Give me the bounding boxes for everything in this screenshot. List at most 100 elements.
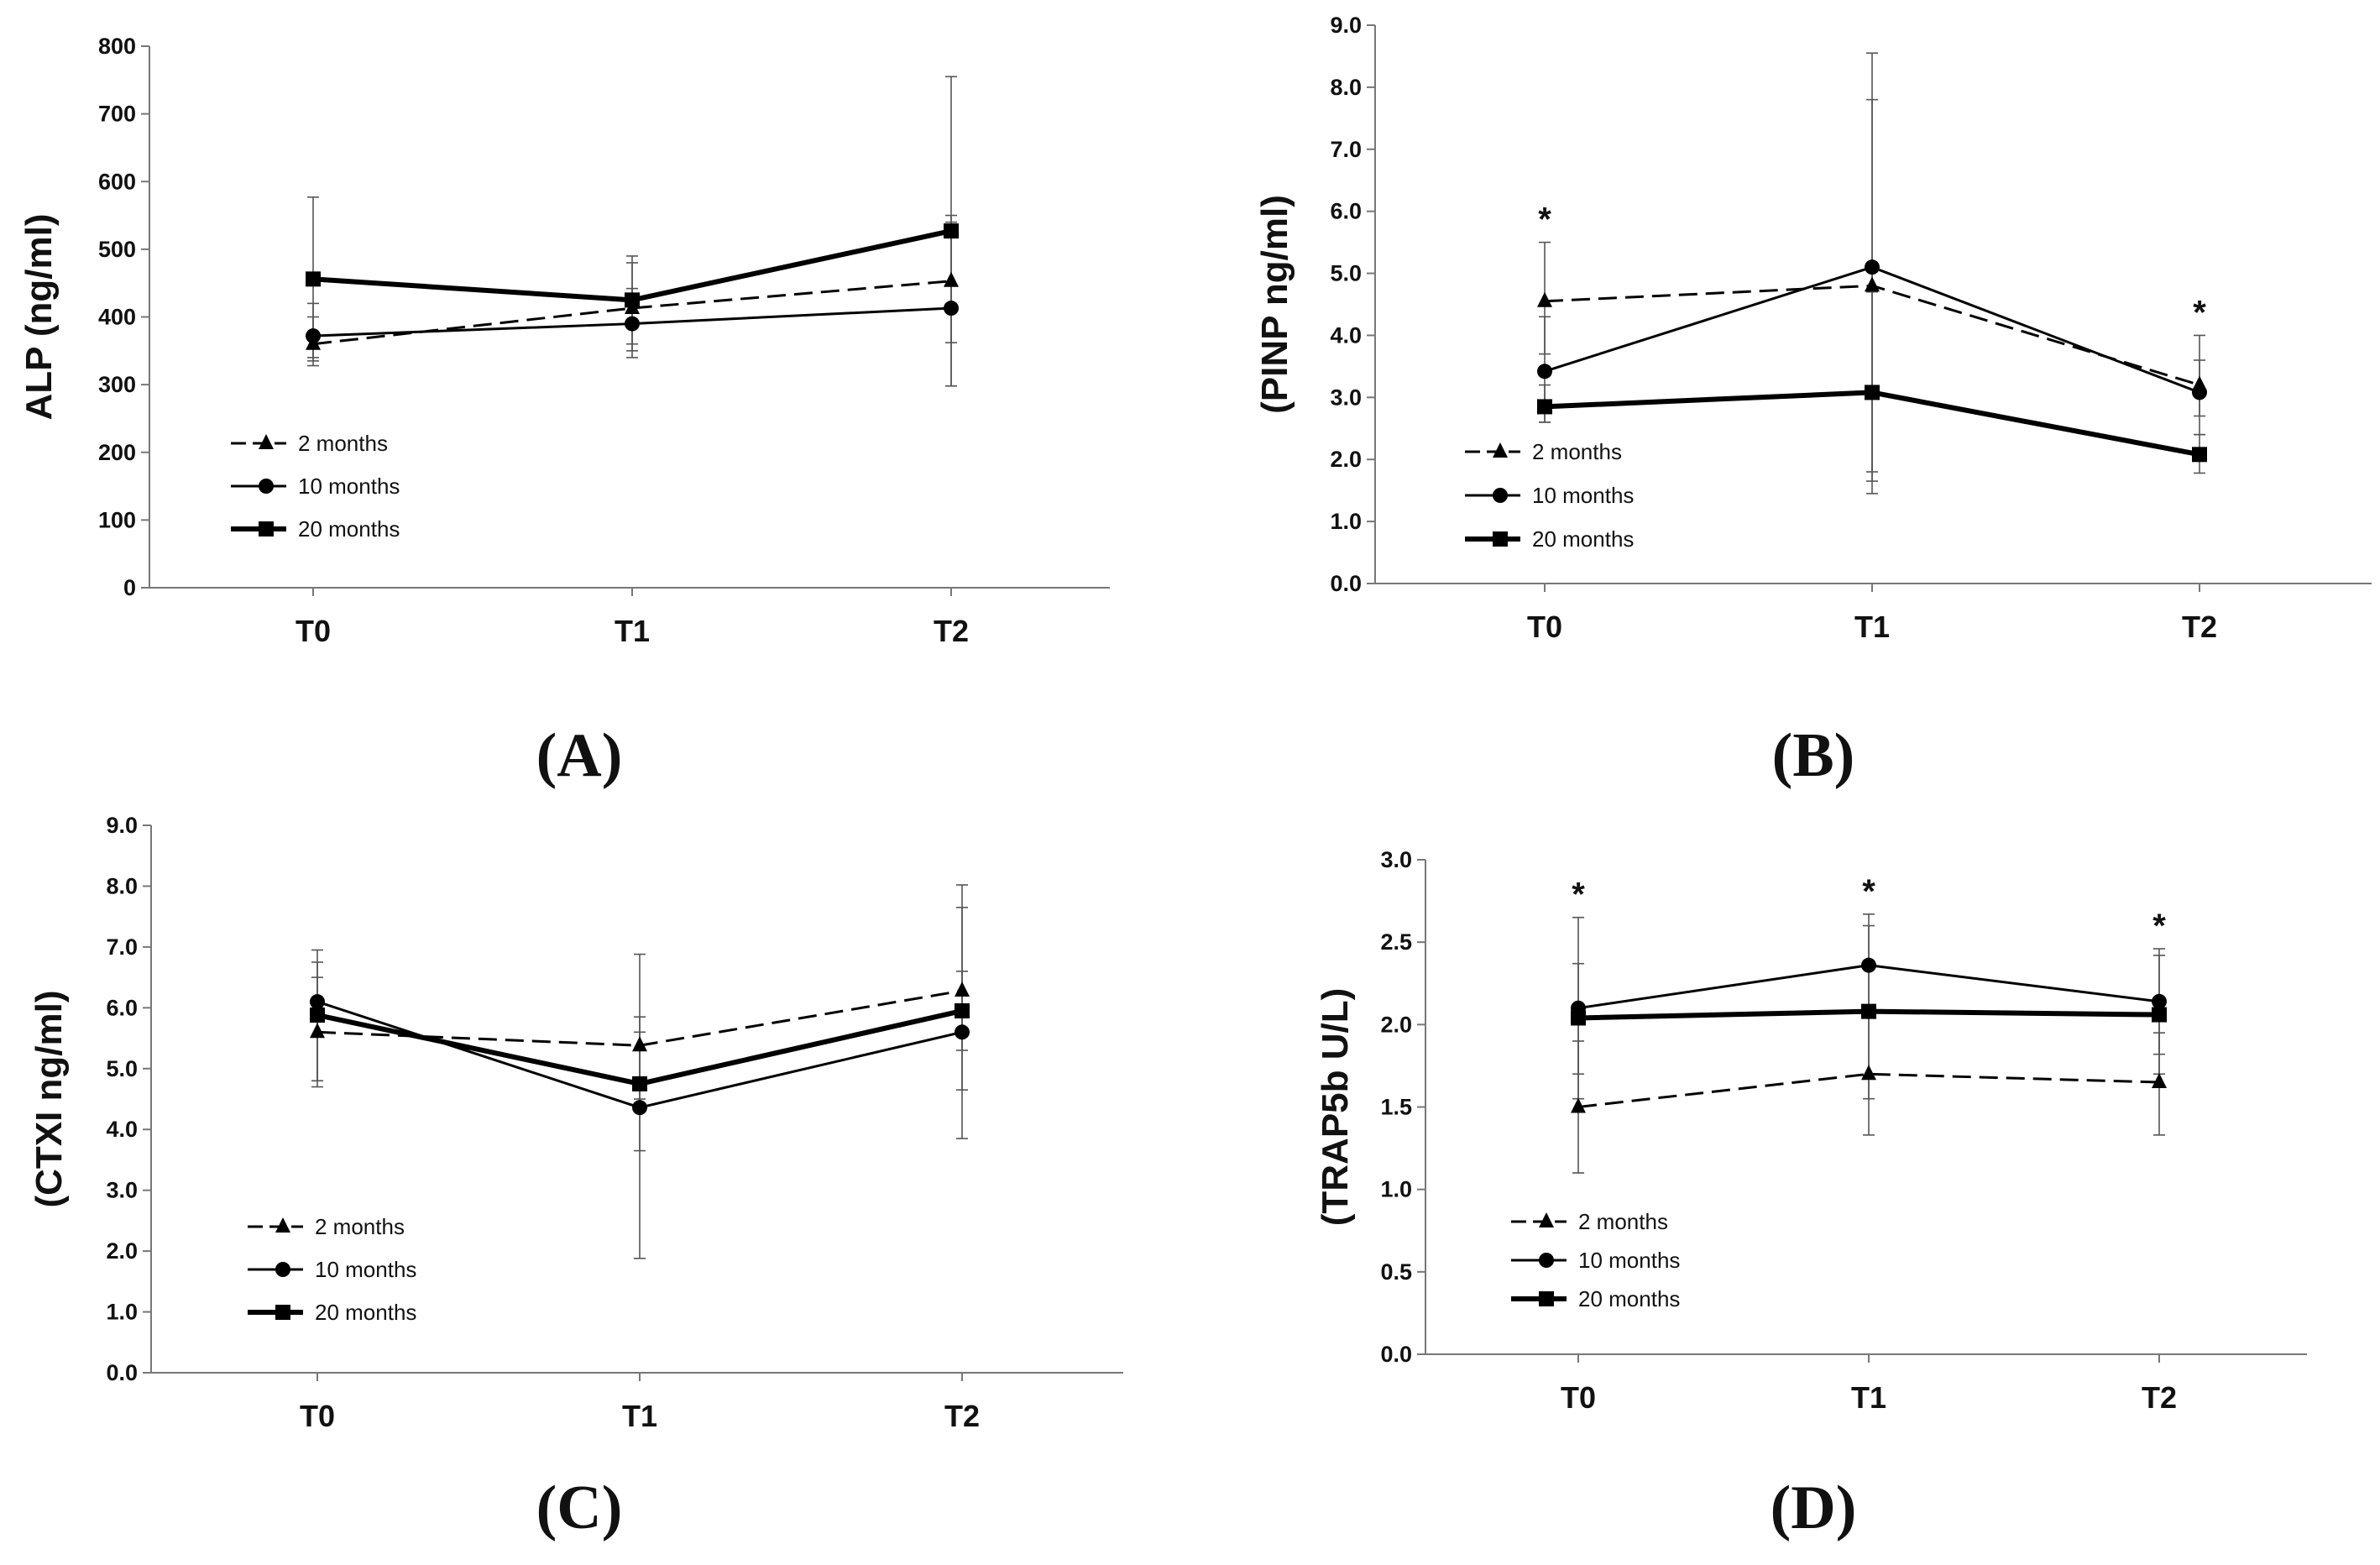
data-point-circle [955, 1024, 970, 1040]
y-tick-label: 500 [98, 237, 136, 262]
y-tick-label: 6.0 [1330, 199, 1362, 224]
significance-star: * [2193, 294, 2206, 331]
data-point-circle [2192, 385, 2207, 400]
y-tick-label: 4.0 [1330, 322, 1362, 348]
chart-panel-a: 0 100 200 300 400 500 600 700 800 T0 T1 T2 ALP (ng/m… [18, 34, 1110, 790]
y-tick-label: 2.0 [1380, 1012, 1412, 1037]
y-axis-title: (CTXI ng/ml) [29, 990, 70, 1207]
legend-marker-triangle [275, 1217, 290, 1233]
legend-marker-triangle [1539, 1212, 1554, 1227]
y-axis-title: (PINP ng/ml) [1254, 195, 1295, 414]
data-point-circle [2152, 993, 2167, 1009]
legend-label: 20 months [1532, 526, 1634, 552]
data-point-square [955, 1002, 970, 1018]
legend-label: 2 months [1532, 439, 1622, 464]
significance-star: * [1862, 873, 1875, 910]
data-point-triangle [310, 1023, 325, 1039]
y-tick-label: 7.0 [1330, 137, 1362, 162]
data-point-square [625, 292, 640, 308]
y-tick-label: 200 [98, 440, 136, 465]
data-point-square [2152, 1007, 2167, 1023]
data-point-circle [310, 994, 325, 1010]
y-tick-label: 9.0 [1330, 13, 1362, 38]
y-tick-label: 7.0 [106, 934, 138, 960]
y-tick-label: 6.0 [106, 995, 138, 1020]
legend-marker-triangle [1493, 442, 1508, 458]
y-axis-title: ALP (ng/ml) [18, 213, 60, 420]
data-point-square [944, 223, 959, 239]
x-tick-label: T2 [2182, 610, 2217, 644]
data-point-square [1861, 1003, 1876, 1019]
legend-marker-circle [1539, 1253, 1554, 1268]
y-tick-label: 600 [98, 169, 136, 194]
data-point-square [2192, 447, 2207, 463]
x-tick-label: T0 [1527, 610, 1562, 644]
y-tick-label: 3.0 [106, 1178, 138, 1203]
y-tick-label: 3.0 [1330, 385, 1362, 410]
y-tick-label: 1.5 [1380, 1095, 1412, 1120]
legend-marker-square [275, 1305, 290, 1320]
x-tick-label: T2 [2142, 1380, 2177, 1415]
x-tick-label: T1 [1854, 610, 1890, 644]
data-point-circle [632, 1100, 647, 1116]
panel-label: (A) [536, 721, 623, 790]
y-tick-label: 0.5 [1380, 1259, 1412, 1285]
legend-label: 2 months [1578, 1209, 1668, 1234]
legend-label: 20 months [1578, 1286, 1680, 1311]
data-point-circle [1861, 957, 1876, 973]
legend-marker-square [259, 521, 274, 536]
panel-label: (B) [1772, 721, 1855, 790]
legend-label: 2 months [315, 1214, 405, 1239]
data-point-triangle [955, 981, 970, 997]
data-point-triangle [1865, 276, 1880, 292]
data-point-triangle [632, 1036, 647, 1052]
y-tick-label: 700 [98, 102, 136, 127]
panel-label: (C) [536, 1473, 623, 1542]
y-tick-label: 300 [98, 372, 136, 397]
legend-label: 2 months [298, 431, 388, 456]
data-point-square [1571, 1010, 1586, 1026]
legend-label: 10 months [1532, 483, 1634, 508]
y-tick-label: 2.5 [1380, 929, 1412, 955]
chart-panel-d: 0.0 0.5 1.0 1.5 2.0 2.5 3.0 T0 T1 T2 (TRAP5b U/L) *… [1315, 847, 2307, 1542]
panel-label: (D) [1771, 1473, 1857, 1542]
y-tick-label: 8.0 [106, 873, 138, 898]
y-axis-title: (TRAP5b U/L) [1315, 988, 1356, 1227]
x-tick-label: T0 [1561, 1380, 1596, 1415]
y-tick-label: 3.0 [1380, 847, 1412, 872]
y-tick-label: 4.0 [106, 1117, 138, 1142]
data-point-square [1865, 385, 1880, 400]
data-point-triangle [2152, 1073, 2167, 1089]
chart-panel-c: 0.0 1.0 2.0 3.0 4.0 5.0 6.0 7.0 8.0 9.0 T0 T1 T2 (CTX… [29, 813, 1123, 1542]
x-tick-label: T1 [1851, 1380, 1886, 1415]
data-point-triangle [944, 271, 959, 287]
y-tick-label: 0 [123, 575, 136, 600]
y-tick-label: 2.0 [1330, 447, 1362, 472]
chart-panel-b: 0.0 1.0 2.0 3.0 4.0 5.0 6.0 7.0 8.0 9.0 T0 T1 T2 (PIN… [1254, 13, 2372, 790]
y-tick-label: 8.0 [1330, 75, 1362, 100]
legend-label: 10 months [298, 474, 400, 499]
x-tick-label: T1 [615, 614, 650, 648]
data-point-circle [944, 301, 959, 317]
data-point-circle [625, 316, 640, 332]
y-tick-label: 2.0 [106, 1238, 138, 1264]
legend-marker-square [1493, 531, 1508, 547]
legend-marker-triangle [259, 434, 274, 449]
significance-star: * [2152, 908, 2166, 945]
y-tick-label: 5.0 [106, 1056, 138, 1081]
y-tick-label: 0.0 [106, 1360, 138, 1385]
x-tick-label: T2 [944, 1399, 980, 1433]
data-point-triangle [1537, 291, 1552, 307]
legend-marker-square [1539, 1291, 1554, 1306]
x-tick-label: T0 [296, 614, 331, 648]
x-tick-label: T0 [300, 1399, 335, 1433]
data-point-circle [1537, 364, 1552, 379]
legend-label: 10 months [1578, 1248, 1680, 1273]
legend-label: 20 months [298, 516, 400, 542]
legend-label: 20 months [315, 1300, 416, 1325]
x-tick-label: T1 [622, 1399, 657, 1433]
data-point-triangle [1571, 1097, 1586, 1113]
y-tick-label: 9.0 [106, 813, 138, 838]
y-tick-label: 1.0 [106, 1300, 138, 1325]
